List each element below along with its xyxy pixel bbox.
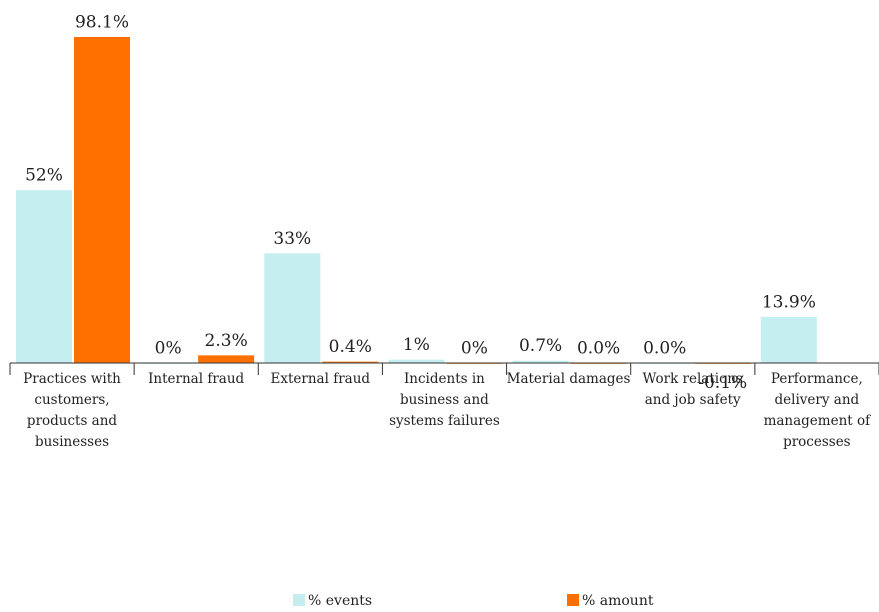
- data-label: 13.9%: [762, 292, 816, 312]
- data-label: 0%: [155, 339, 182, 359]
- data-label: 2.3%: [205, 331, 248, 351]
- bar: [512, 360, 569, 363]
- x-tick-label: Internal fraud: [148, 371, 245, 387]
- legend-swatch: [567, 594, 579, 606]
- data-label: 33%: [273, 229, 311, 249]
- bar: [388, 359, 445, 363]
- x-tick-label: Practices with customers, products and b…: [23, 371, 121, 450]
- bar: [264, 253, 321, 363]
- legend-label: % events: [308, 593, 372, 609]
- bar: [322, 361, 379, 363]
- bar: [198, 355, 255, 363]
- data-label: 52%: [25, 166, 63, 186]
- data-label: 0.0%: [643, 339, 686, 359]
- data-label: 98.1%: [75, 13, 129, 33]
- x-tick-label: Incidents in business and systems failur…: [389, 371, 500, 429]
- bar: [760, 316, 817, 363]
- x-tick-label: Material damages: [506, 371, 631, 387]
- bar: [16, 190, 72, 363]
- data-label: -0.1%: [698, 373, 747, 393]
- x-tick-label: Performance, delivery and management of …: [763, 371, 871, 450]
- data-label: 0%: [461, 339, 488, 359]
- bar: [74, 37, 130, 363]
- x-tick-label: Work relations and job safety: [642, 371, 743, 408]
- legend-swatch: [293, 594, 305, 606]
- data-label: 0.0%: [577, 339, 620, 359]
- data-label: 0.7%: [519, 336, 562, 356]
- legend-label: % amount: [582, 593, 654, 609]
- data-label: 0.4%: [329, 337, 372, 357]
- data-label: 1%: [403, 335, 430, 355]
- x-tick-label: External fraud: [270, 371, 371, 387]
